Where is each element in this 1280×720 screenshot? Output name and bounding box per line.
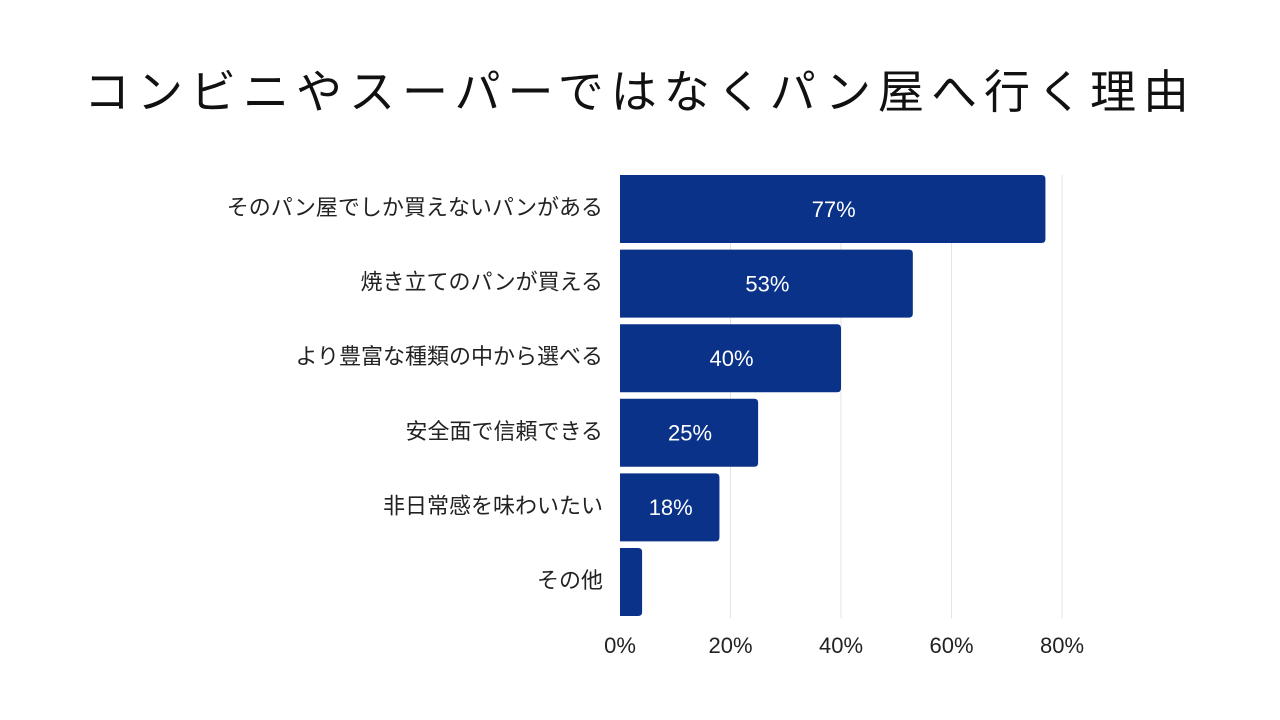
category-label: そのパン屋でしか買えないパンがある (227, 196, 603, 221)
bar (620, 398, 759, 467)
bars (620, 175, 1046, 616)
category-label: より豊富な種類の中から選べる (295, 345, 603, 370)
x-axis-tick-labels: 0% 20% 40% 60% 80% (604, 633, 1084, 658)
category-label: 非日常感を味わいたい (383, 494, 603, 519)
x-tick-label: 40% (819, 633, 863, 658)
bar (620, 249, 913, 318)
category-label: 焼き立てのパンが買える (361, 271, 603, 296)
x-tick-label: 20% (708, 633, 752, 658)
x-tick-label: 80% (1040, 633, 1084, 658)
x-tick-label: 60% (929, 633, 973, 658)
data-label: 18% (649, 495, 693, 520)
bar (620, 548, 643, 616)
data-label: 77% (812, 197, 856, 222)
category-labels: そのパン屋でしか買えないパンがある焼き立てのパンが買えるより豊富な種類の中から選… (227, 196, 603, 594)
bar (620, 324, 841, 393)
data-label: 40% (709, 346, 753, 371)
bar (620, 175, 1046, 243)
bar (620, 473, 720, 542)
chart-title: コンビニやスーパーではなくパン屋へ行く理由 (83, 65, 1197, 119)
value-labels: 77% 53% 40% 25% 18% (649, 197, 856, 520)
category-label: 安全面で信頼できる (405, 420, 603, 445)
grid-lines (730, 175, 1063, 618)
data-label: 53% (745, 271, 789, 296)
x-tick-label: 0% (604, 633, 636, 658)
category-label: その他 (537, 569, 603, 594)
data-label: 25% (668, 421, 712, 446)
